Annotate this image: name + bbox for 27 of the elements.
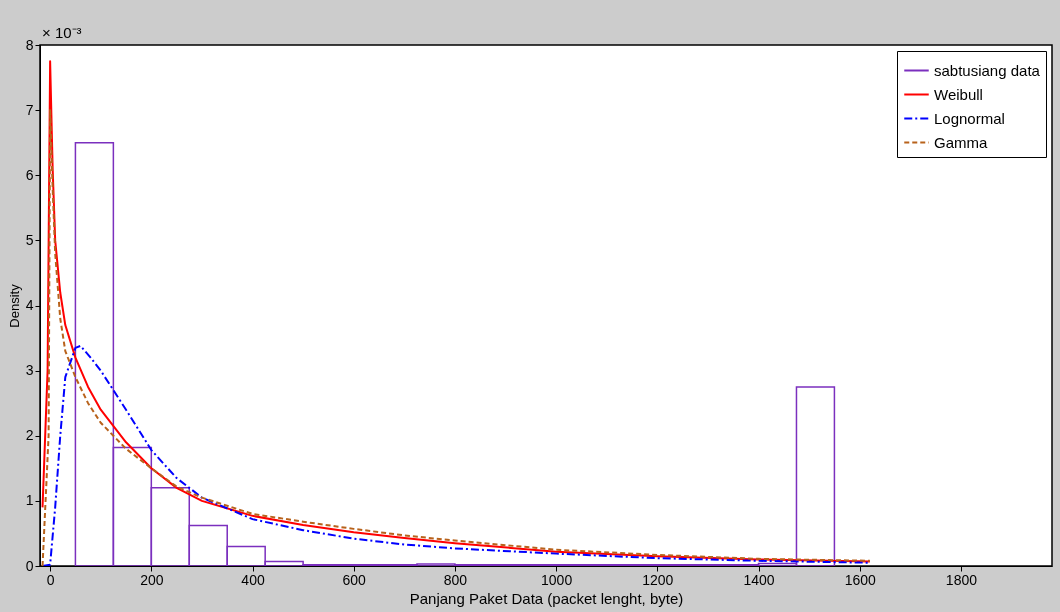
y-tick-label: 3 bbox=[25, 362, 34, 379]
x-axis-title: Panjang Paket Data (packet lenght, byte) bbox=[409, 589, 684, 607]
x-tick-label: 400 bbox=[241, 571, 265, 588]
legend-label: Gamma bbox=[934, 133, 988, 151]
y-tick-label: 8 bbox=[25, 36, 34, 53]
y-axis-title: Density bbox=[6, 283, 22, 328]
y-tick-label: 2 bbox=[25, 427, 34, 444]
y-tick-label: 7 bbox=[25, 101, 34, 118]
y-tick-label: 6 bbox=[25, 166, 34, 183]
x-tick-label: 1400 bbox=[743, 571, 775, 588]
y-tick-label: 0 bbox=[25, 557, 34, 574]
x-tick-label: 1200 bbox=[642, 571, 674, 588]
line-series bbox=[41, 344, 871, 566]
y-tick-label: 5 bbox=[25, 231, 34, 248]
x-tick-label: 1800 bbox=[945, 571, 978, 588]
y-tick-label: 4 bbox=[25, 297, 34, 313]
legend-label: Lognormal bbox=[934, 109, 1005, 127]
legend-label: Weibull bbox=[934, 85, 983, 103]
x-tick-label: 200 bbox=[140, 571, 164, 588]
legend-label: sabtusiang data bbox=[934, 61, 1041, 79]
x-tick-label: 1000 bbox=[541, 571, 573, 588]
x-tick-label: 1600 bbox=[844, 571, 876, 588]
x-tick-label: 600 bbox=[342, 571, 367, 588]
y-tick-label: 1 bbox=[25, 492, 34, 509]
x-tick-label: 800 bbox=[443, 571, 468, 588]
text: × 10⁻³ bbox=[42, 24, 82, 41]
x-tick-label: 0 bbox=[46, 571, 55, 588]
